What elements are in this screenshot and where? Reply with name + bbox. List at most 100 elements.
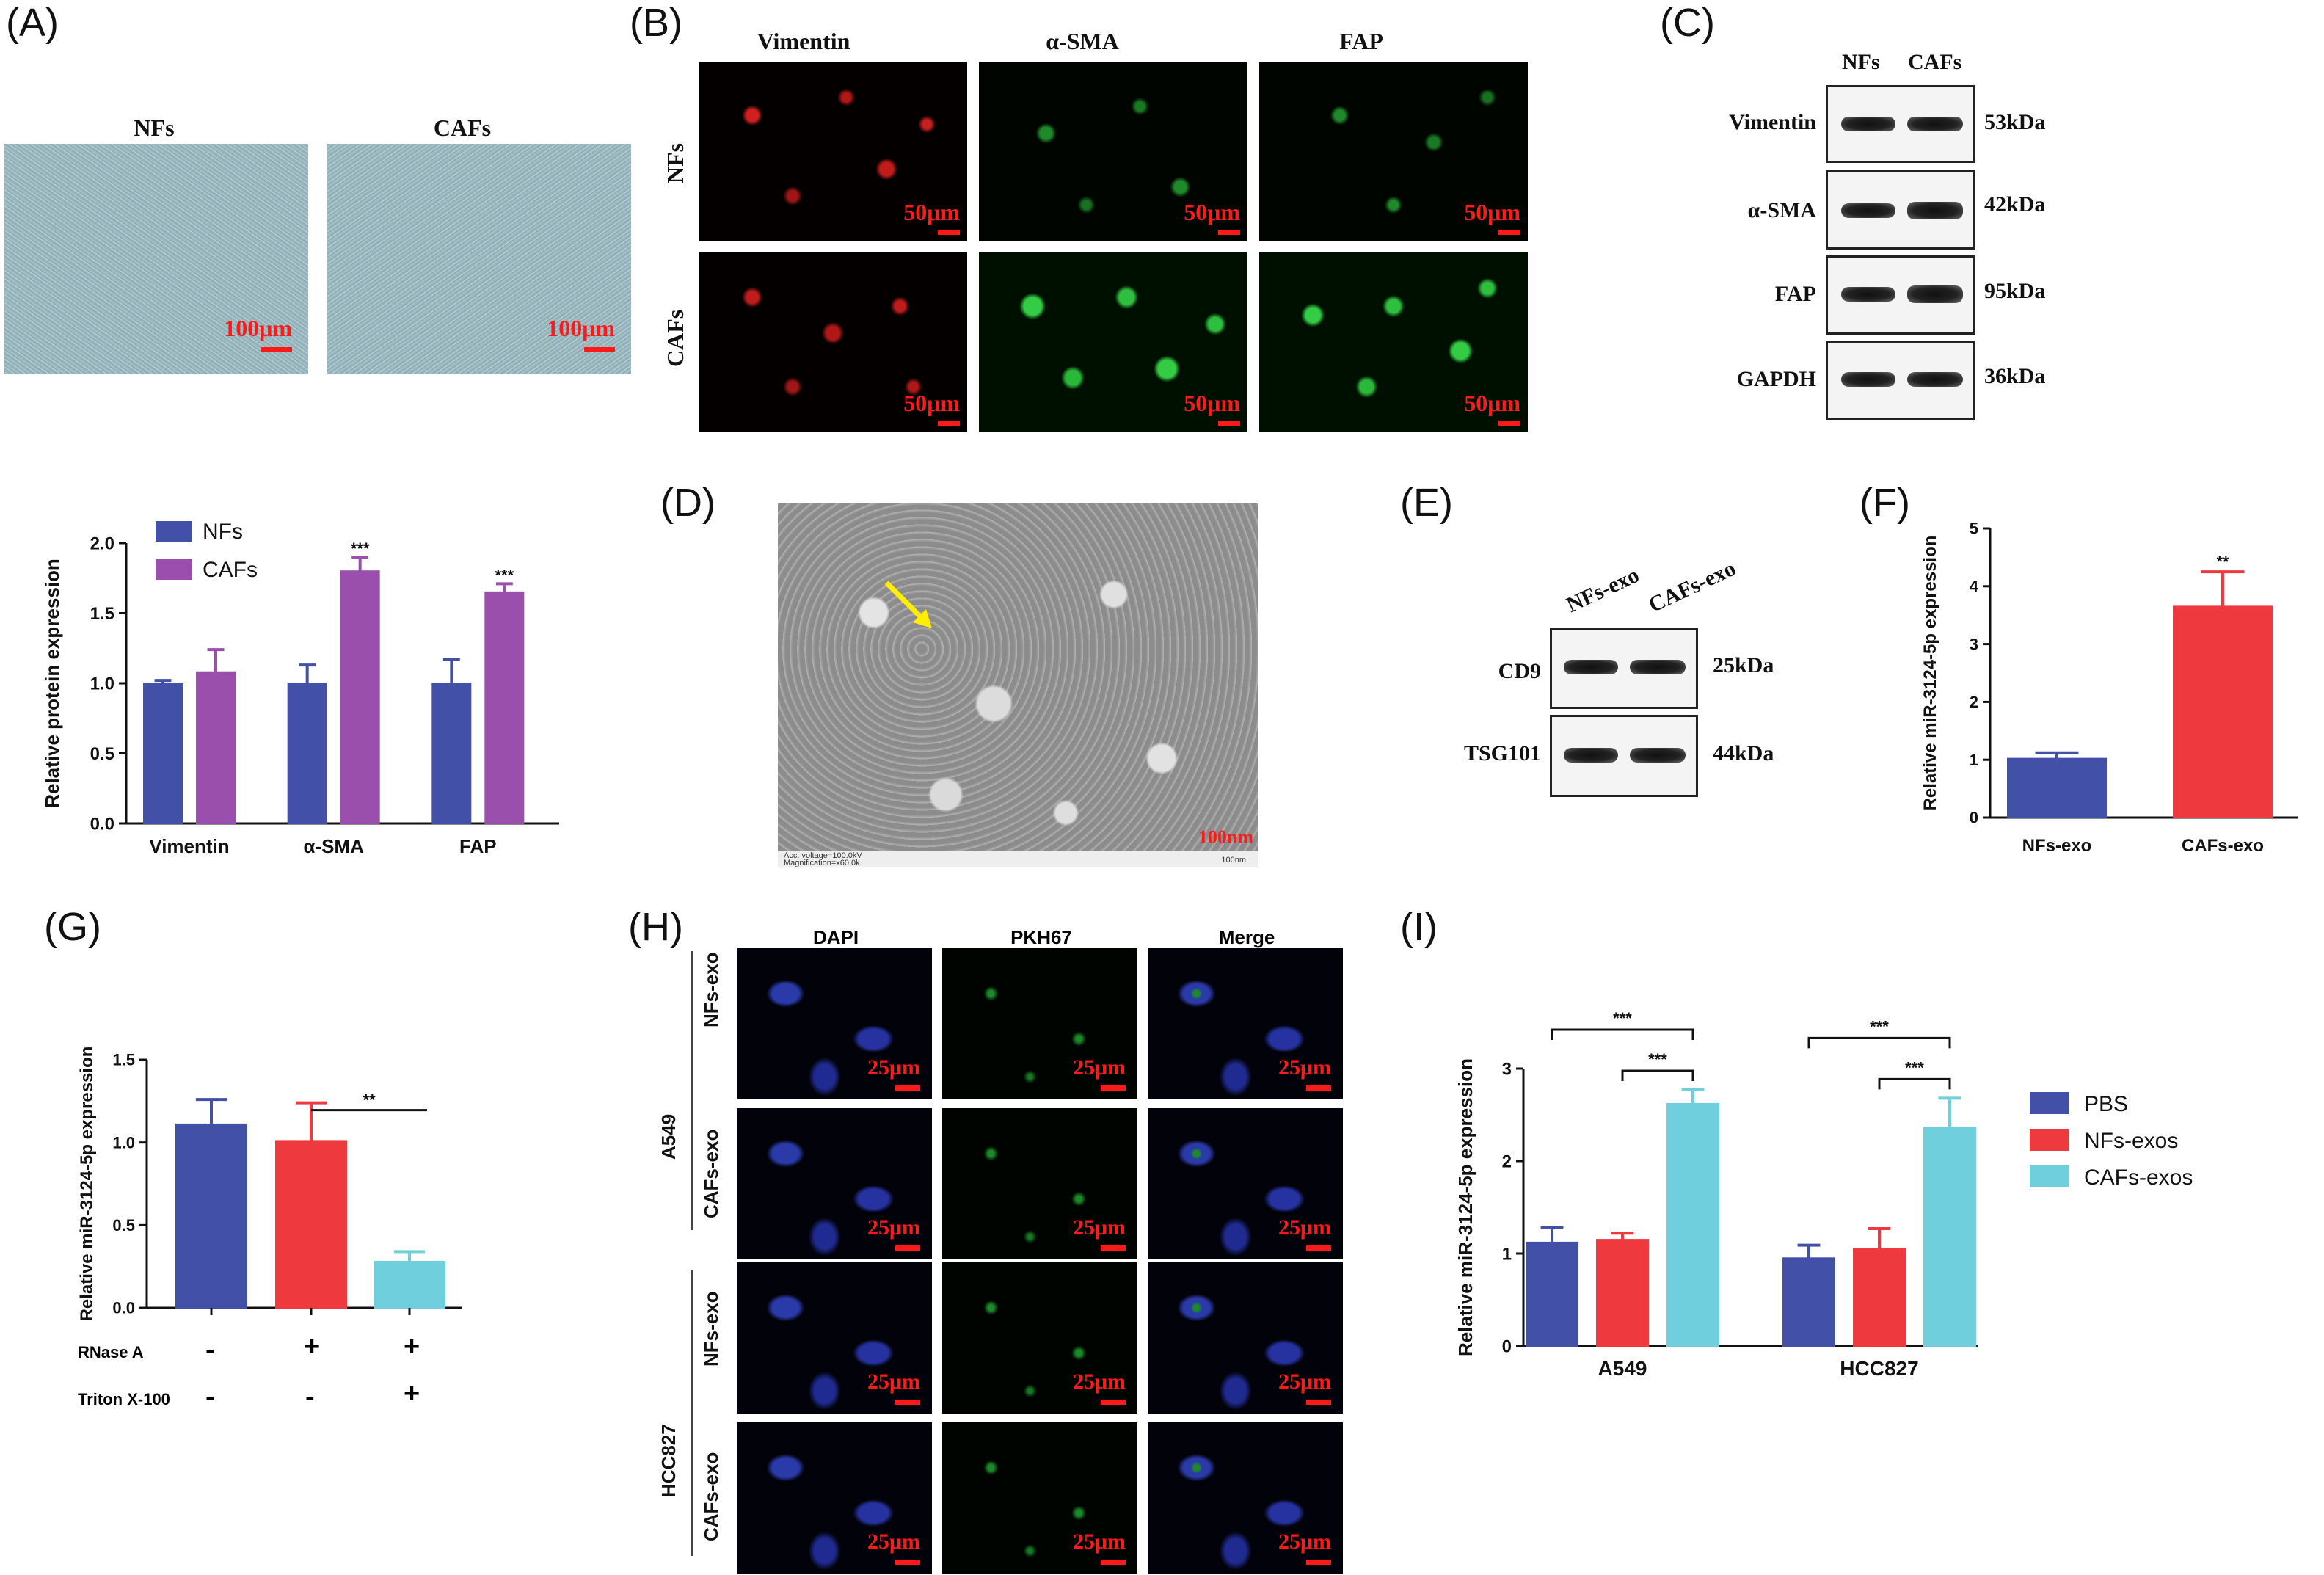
y-tick-label: 3 xyxy=(1970,635,1978,653)
x-tick-label: CAFs-exo xyxy=(2182,836,2264,856)
blot-fap xyxy=(1826,255,1975,335)
scale-bar xyxy=(895,1400,920,1405)
significance-label: *** xyxy=(351,539,370,558)
panel-h-row-cafs-a549: CAFs-exo xyxy=(700,1129,722,1218)
bar xyxy=(1923,1127,1976,1347)
if-image-cafs-asma: 50μm xyxy=(979,252,1247,432)
panel-e-letter: (E) xyxy=(1400,481,1453,525)
significance-label: *** xyxy=(495,566,514,584)
panel-b-col-vimentin: Vimentin xyxy=(757,28,850,54)
y-tick-label: 2.0 xyxy=(90,534,114,553)
band xyxy=(1841,372,1895,387)
legend-swatch xyxy=(2030,1092,2069,1114)
fluorescence-image: 25μm xyxy=(737,1108,932,1259)
bar xyxy=(2173,605,2273,818)
y-axis-label: Relative protein expression xyxy=(41,559,63,808)
blot-label-tsg101: TSG101 xyxy=(1463,741,1541,765)
x-tick-label: α-SMA xyxy=(303,835,364,857)
scale-bar xyxy=(1101,1245,1126,1251)
scale-label: 100μm xyxy=(547,315,615,341)
fluorescence-image: 25μm xyxy=(737,948,932,1099)
blot-asma xyxy=(1826,170,1975,250)
scale-bar xyxy=(1218,230,1240,235)
legend-swatch xyxy=(2030,1129,2069,1151)
treat-sign: + xyxy=(304,1331,321,1362)
legend-label: CAFs-exos xyxy=(2084,1165,2193,1190)
panel-e-col-cafs-exo: CAFs-exo xyxy=(1644,556,1740,618)
scale-label: 50μm xyxy=(903,199,960,225)
legend-label: NFs xyxy=(203,520,243,544)
band xyxy=(1564,660,1618,674)
bar xyxy=(1596,1239,1649,1347)
panel-h-col-dapi: DAPI xyxy=(812,926,859,948)
bar xyxy=(374,1260,445,1309)
y-axis-label: Relative miR-3124-5p expression xyxy=(1454,1058,1476,1356)
panel-i-letter: (I) xyxy=(1400,905,1438,949)
x-tick-label: FAP xyxy=(459,835,497,857)
fluorescence-image: 25μm xyxy=(942,948,1137,1099)
fluorescence-image: 25μm xyxy=(737,1422,932,1574)
y-axis-label: Relative miR-3124-5p expression xyxy=(1920,536,1940,811)
legend-swatch xyxy=(2030,1165,2069,1187)
treat-sign: - xyxy=(205,1381,215,1412)
scale-bar xyxy=(1306,1400,1331,1405)
bar xyxy=(1782,1257,1835,1347)
y-tick-label: 4 xyxy=(1970,578,1979,596)
y-tick-label: 0.5 xyxy=(90,744,114,764)
scale-label: 100nm xyxy=(1198,826,1253,848)
band xyxy=(1841,203,1895,218)
y-tick-label: 1 xyxy=(1970,751,1978,769)
bar xyxy=(1526,1241,1578,1347)
panel-h-row-cafs-hcc827: CAFs-exo xyxy=(700,1452,722,1541)
blot-kda-fap: 95kDa xyxy=(1984,279,2046,303)
tem-caption-scale: 100nm xyxy=(1221,856,1246,865)
panel-b-letter: (B) xyxy=(630,1,682,45)
blot-kda-cd9: 25kDa xyxy=(1713,653,1774,677)
band xyxy=(1907,372,1963,387)
scale-bar xyxy=(938,421,960,426)
blot-tsg101 xyxy=(1550,715,1698,797)
y-axis-label: Relative miR-3124-5p expression xyxy=(77,1047,97,1322)
scale-bar xyxy=(1306,1085,1331,1091)
tem-caption-bar: Acc. voltage=100.0kV Magnification=x60.0… xyxy=(778,851,1258,867)
legend-label: NFs-exos xyxy=(2084,1129,2178,1153)
scale-bar xyxy=(1101,1085,1126,1091)
legend-swatch xyxy=(156,521,192,542)
fluorescence-image: 25μm xyxy=(1148,1422,1343,1574)
legend-label: PBS xyxy=(2084,1092,2128,1116)
scale-label: 50μm xyxy=(1184,390,1240,416)
blot-vimentin xyxy=(1826,85,1975,163)
x-tick-label: HCC827 xyxy=(1840,1357,1918,1380)
tem-caption-voltage: Acc. voltage=100.0kV xyxy=(784,851,862,860)
panel-h-letter: (H) xyxy=(628,905,683,949)
y-tick-label: 1.5 xyxy=(112,1051,135,1069)
tem-caption-mag: Magnification=x60.0k xyxy=(784,859,860,867)
panel-h-group-a549: A549 xyxy=(658,1113,680,1160)
x-tick-label: NFs-exo xyxy=(2022,836,2092,856)
bar xyxy=(484,591,525,824)
scale-label: 25μm xyxy=(1073,1529,1126,1554)
scale-label: 25μm xyxy=(867,1055,920,1080)
y-tick-label: 0.5 xyxy=(112,1216,135,1234)
legend-label: CAFs xyxy=(203,558,258,582)
scale-bar xyxy=(895,1560,920,1565)
scale-bar xyxy=(938,230,960,235)
y-tick-label: 2 xyxy=(1502,1152,1512,1171)
x-tick-label: Vimentin xyxy=(149,835,229,857)
band xyxy=(1630,748,1686,763)
treat-label-rnase: RNase A xyxy=(78,1343,144,1361)
significance-label: *** xyxy=(1905,1058,1924,1077)
x-tick-label: A549 xyxy=(1598,1357,1647,1380)
y-tick-label: 1 xyxy=(1502,1244,1512,1264)
group-bracket xyxy=(691,951,693,1230)
fluorescence-image: 25μm xyxy=(1148,1108,1343,1259)
chart-a-protein-expression: 0.0 0.5 1.0 1.5 2.0 Relative protein expressi… xyxy=(41,520,559,857)
if-image-cafs-fap: 50μm xyxy=(1259,252,1528,432)
panel-b-row-cafs: CAFs xyxy=(662,309,688,367)
y-tick-label: 1.0 xyxy=(112,1133,135,1152)
brightfield-image-nfs: 100μm xyxy=(4,144,308,374)
arrow-icon xyxy=(884,581,932,628)
blot-kda-tsg101: 44kDa xyxy=(1713,741,1774,765)
scale-label: 50μm xyxy=(1184,199,1240,225)
blot-kda-asma: 42kDa xyxy=(1984,192,2046,217)
